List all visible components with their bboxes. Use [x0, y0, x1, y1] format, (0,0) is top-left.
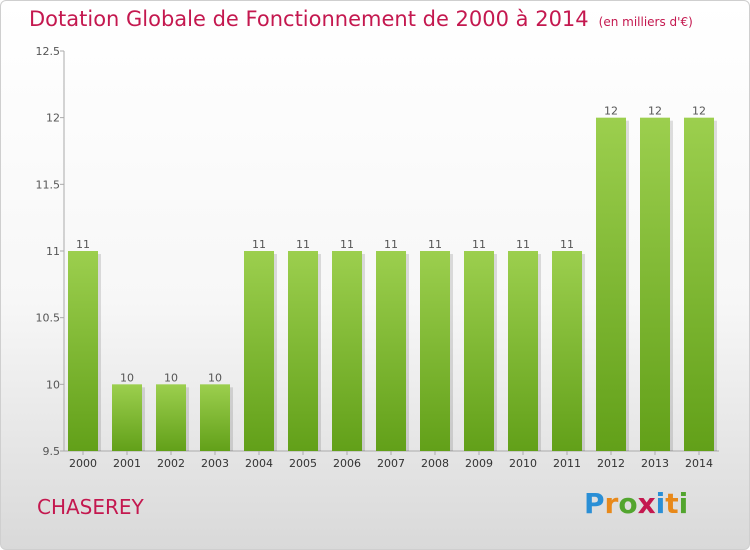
y-tick-label: 9.5 [43, 445, 61, 458]
chart-title: Dotation Globale de Fonctionnement de 20… [29, 7, 693, 31]
bar [640, 117, 670, 452]
bar-value-label: 11 [560, 238, 574, 251]
x-tick-label: 2004 [245, 457, 273, 470]
x-tick-label: 2012 [597, 457, 625, 470]
bar [596, 117, 626, 452]
bar-value-label: 11 [472, 238, 486, 251]
x-tick-label: 2011 [553, 457, 581, 470]
bar [464, 251, 494, 451]
bar-group: 12 [640, 105, 673, 452]
bar [244, 251, 274, 451]
bar-value-label: 11 [340, 238, 354, 251]
bar-group: 11 [288, 238, 321, 451]
bar-group: 12 [684, 105, 717, 452]
x-tick-label: 2000 [69, 457, 97, 470]
chart-title-text: Dotation Globale de Fonctionnement de 20… [29, 7, 589, 31]
bar-group: 11 [508, 238, 541, 451]
x-tick-label: 2002 [157, 457, 185, 470]
bar-group: 11 [244, 238, 277, 451]
bar [684, 117, 714, 452]
x-tick-label: 2010 [509, 457, 537, 470]
bar-group: 11 [420, 238, 453, 451]
commune-name: CHASEREY [37, 495, 144, 519]
proxiti-logo: Proxiti [584, 487, 689, 520]
bar-value-label: 12 [648, 105, 662, 118]
bar [552, 251, 582, 451]
bar-value-label: 11 [252, 238, 266, 251]
x-tick-label: 2001 [113, 457, 141, 470]
y-tick-label: 12.5 [36, 45, 61, 58]
y-tick-label: 10 [46, 378, 60, 391]
bar-group: 10 [200, 371, 233, 451]
bar [420, 251, 450, 451]
bar [376, 251, 406, 451]
bar [508, 251, 538, 451]
x-tick-label: 2009 [465, 457, 493, 470]
bar-group: 11 [332, 238, 365, 451]
bar [112, 384, 142, 451]
y-tick-label: 12 [46, 112, 60, 125]
bar-value-label: 12 [604, 105, 618, 118]
x-tick-label: 2005 [289, 457, 317, 470]
x-tick-label: 2007 [377, 457, 405, 470]
bar-group: 11 [68, 238, 101, 451]
bar-value-label: 11 [516, 238, 530, 251]
bar [68, 251, 98, 451]
bar-group: 11 [376, 238, 409, 451]
y-tick-label: 11.5 [36, 178, 61, 191]
bar-group: 10 [156, 371, 189, 451]
y-tick-label: 11 [46, 245, 60, 258]
bar-value-label: 11 [384, 238, 398, 251]
bar-group: 11 [464, 238, 497, 451]
x-tick-label: 2013 [641, 457, 669, 470]
x-tick-label: 2014 [685, 457, 713, 470]
bar-value-label: 10 [120, 371, 134, 384]
bar-value-label: 10 [164, 371, 178, 384]
bar-group: 12 [596, 105, 629, 452]
bar [156, 384, 186, 451]
bar-group: 10 [112, 371, 145, 451]
y-tick-label: 10.5 [36, 312, 61, 325]
bar [200, 384, 230, 451]
x-tick-label: 2006 [333, 457, 361, 470]
x-tick-label: 2008 [421, 457, 449, 470]
bar-group: 11 [552, 238, 585, 451]
x-tick-label: 2003 [201, 457, 229, 470]
bar [288, 251, 318, 451]
bar-value-label: 12 [692, 105, 706, 118]
chart-unit: (en milliers d'€) [598, 15, 693, 29]
bar [332, 251, 362, 451]
bar-value-label: 11 [76, 238, 90, 251]
bar-value-label: 10 [208, 371, 222, 384]
bar-value-label: 11 [296, 238, 310, 251]
bar-value-label: 11 [428, 238, 442, 251]
